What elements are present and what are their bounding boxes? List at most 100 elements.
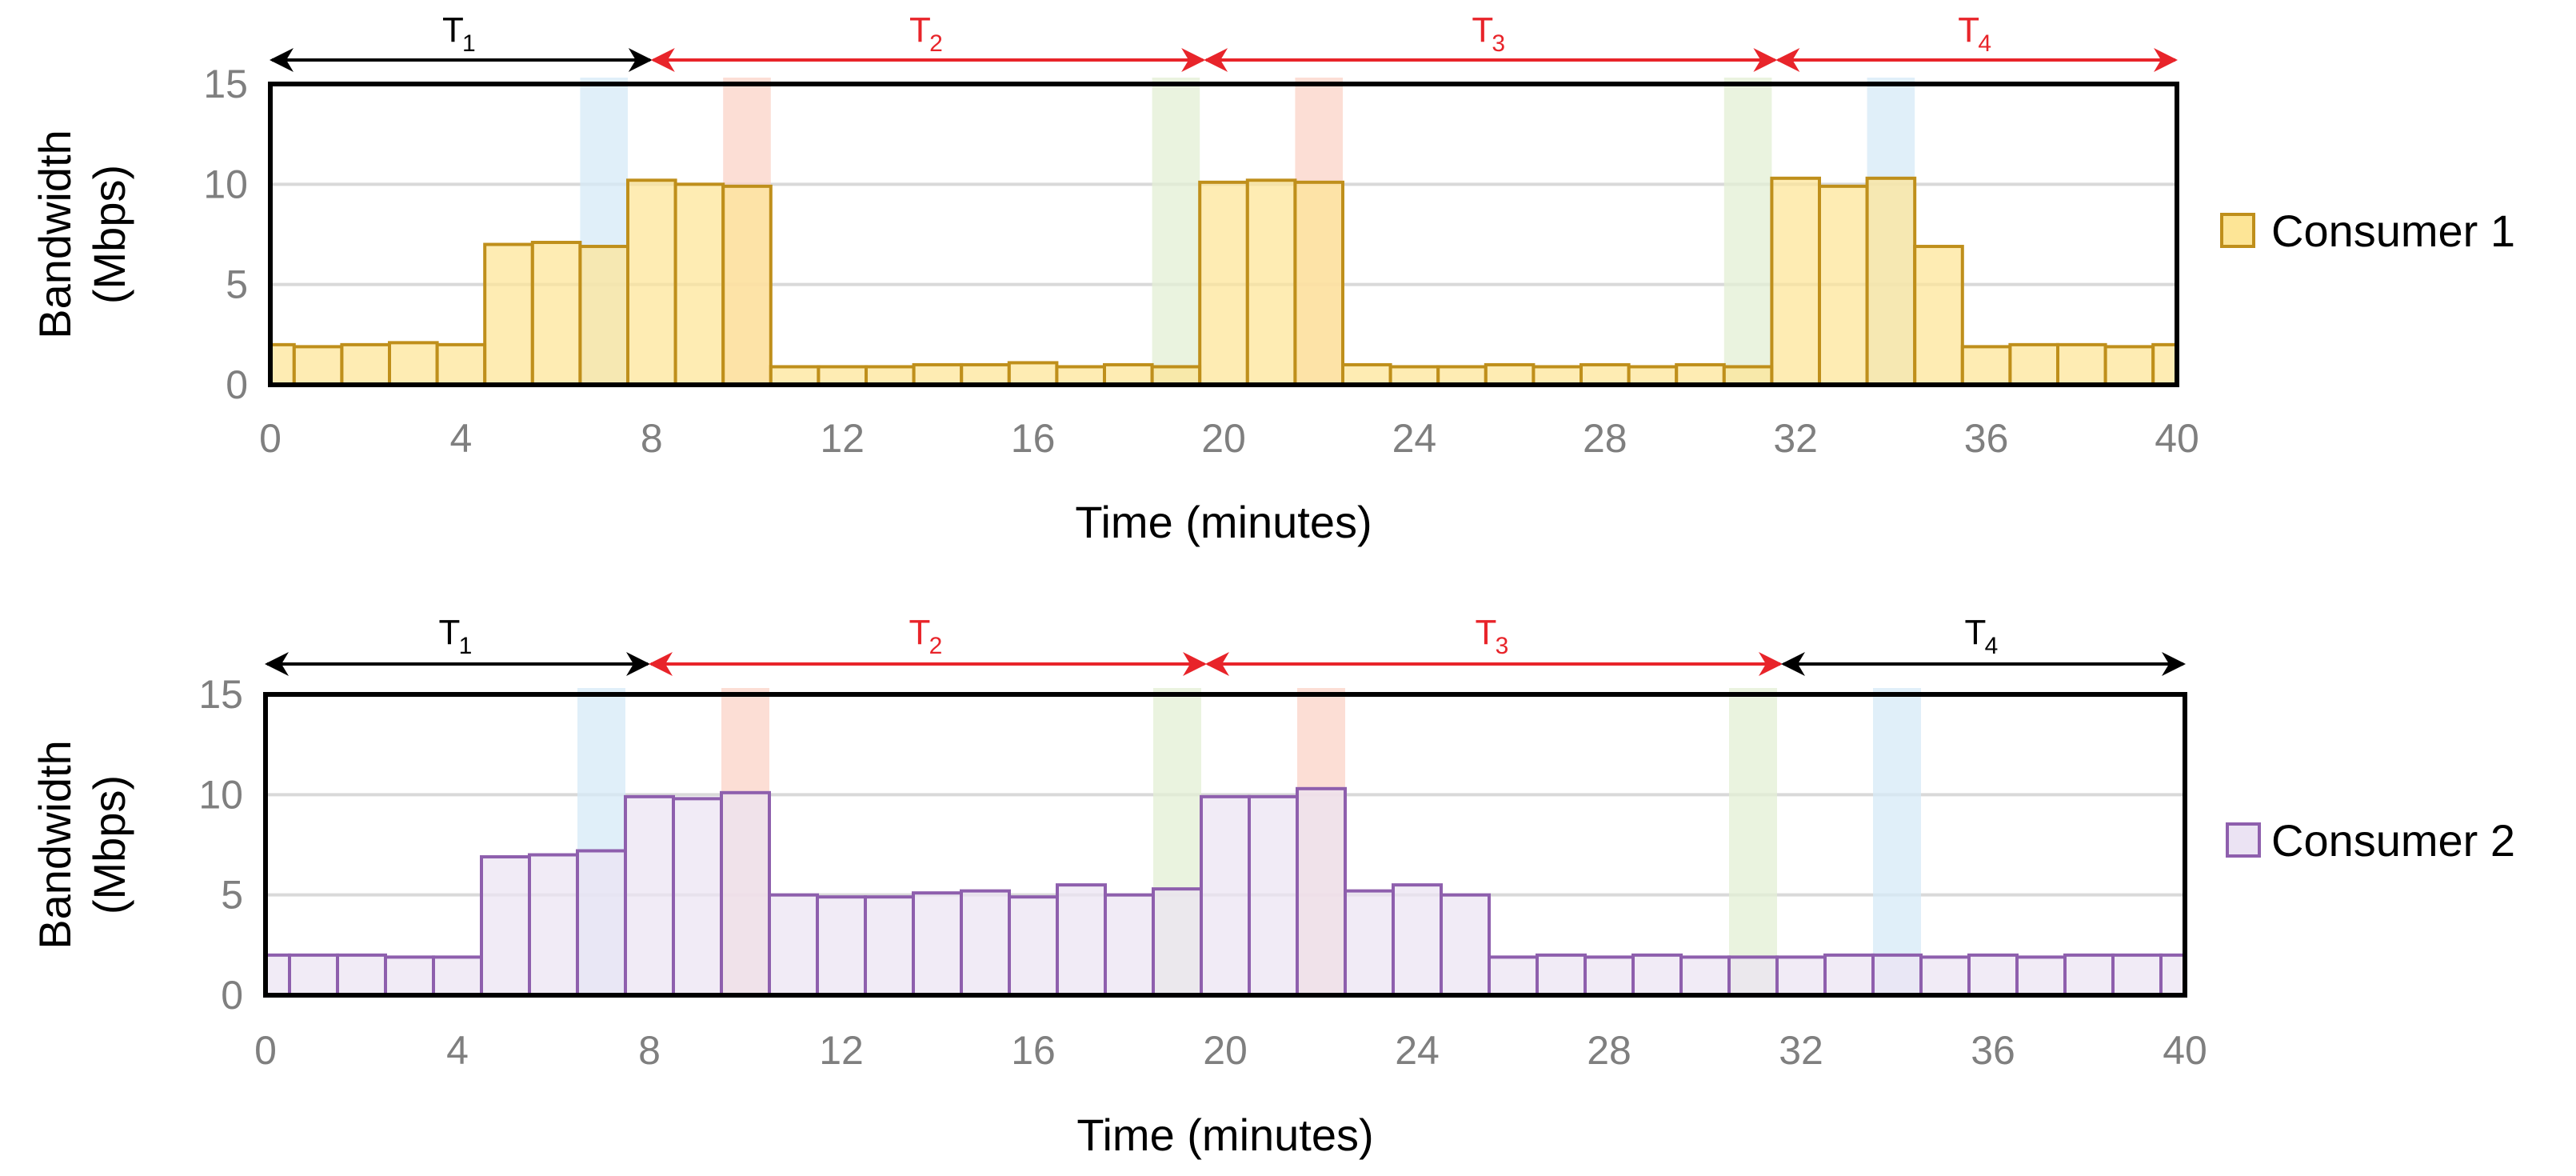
period-label: T [909,613,931,652]
period-subscript: 1 [459,633,473,659]
x-tick-label: 16 [1011,1028,1056,1073]
bar [2056,342,2107,387]
highlight-band [1152,78,1200,385]
x-tick-label: 0 [254,1028,277,1073]
bar [1532,365,1584,387]
period-label: T [1958,10,1979,50]
bar [1440,893,1491,997]
bar [288,953,339,998]
x-tick-label: 12 [819,1028,864,1073]
bar [1484,362,1536,386]
period-subscript: 1 [462,30,476,57]
bar [768,893,819,997]
bar [2063,953,2115,998]
bar [336,953,387,998]
y-tick-label: 15 [198,672,243,717]
x-tick-label: 40 [2155,416,2199,461]
y-tick-label: 15 [203,62,248,106]
bar [1293,180,1345,386]
x-axis-title: Time (minutes) [1075,497,1372,547]
period-label: T [442,10,464,50]
bar [1722,365,1774,387]
legend-swatch [2226,822,2261,858]
x-tick-label: 32 [1773,416,1818,461]
bar [673,182,725,386]
bar [1580,362,1631,386]
bar [1150,365,1202,387]
x-tick-label: 36 [1964,416,2009,461]
period-subscript: 3 [1496,633,1509,659]
bar [1055,365,1107,387]
bar [269,342,296,387]
bar [624,794,675,998]
bar [2111,953,2163,998]
plot-frame [263,692,2187,998]
bar [1296,786,1347,998]
bar [1770,176,1821,387]
bar [1056,883,1107,997]
x-tick-label: 32 [1779,1028,1823,1073]
bar [1245,178,1297,386]
bar [817,365,869,387]
bar [1967,953,2019,998]
x-tick-label: 24 [1392,416,1437,461]
bar [528,853,579,997]
bar [578,245,630,387]
bar [432,955,483,997]
legend-swatch [2220,213,2255,248]
bar [2151,342,2179,387]
bar [480,855,531,998]
x-tick-label: 12 [820,416,865,461]
period-label: T [439,613,461,652]
bar [1198,180,1249,386]
bar [1007,361,1059,386]
bar [264,953,291,998]
bar [2103,345,2155,386]
highlight-band [1729,688,1777,995]
x-tick-label: 8 [641,416,663,461]
period-subscript: 2 [929,30,943,57]
bar [1679,955,1731,997]
y-axis-title: Bandwidth [30,130,80,339]
y-tick-label: 0 [226,362,248,407]
bar [388,341,439,386]
period-subscript: 2 [929,633,943,659]
bar [1152,887,1203,997]
bar [1200,794,1251,998]
period-label: T [909,10,931,50]
x-tick-label: 4 [446,1028,469,1073]
period-label: T [1472,10,1493,50]
bar [576,849,627,998]
x-tick-label: 8 [638,1028,661,1073]
bar [1727,955,1779,997]
bar [435,342,487,387]
bar [1248,794,1299,998]
x-tick-label: 0 [259,416,282,461]
bar [1675,362,1726,386]
bar [672,797,723,998]
y-tick-label: 10 [198,772,243,817]
period-label: T [1476,613,1497,652]
bar [2015,955,2067,997]
bar [1871,953,1923,998]
bar [626,178,677,386]
x-tick-label: 28 [1587,1028,1631,1073]
bar [960,889,1011,997]
bar [1631,953,1683,998]
y-tick-label: 5 [221,873,243,918]
highlight-band [1873,688,1921,995]
bar [1104,893,1155,997]
bar [1584,955,1635,997]
x-tick-label: 40 [2163,1028,2207,1073]
bar [1818,184,1869,386]
bar [1341,362,1392,386]
bar [1008,895,1059,998]
bar [2008,342,2059,387]
bar [864,895,915,998]
y-axis-title: Bandwidth [30,740,80,950]
period-subscript: 4 [1978,30,1991,57]
plot-frame [268,82,2179,387]
